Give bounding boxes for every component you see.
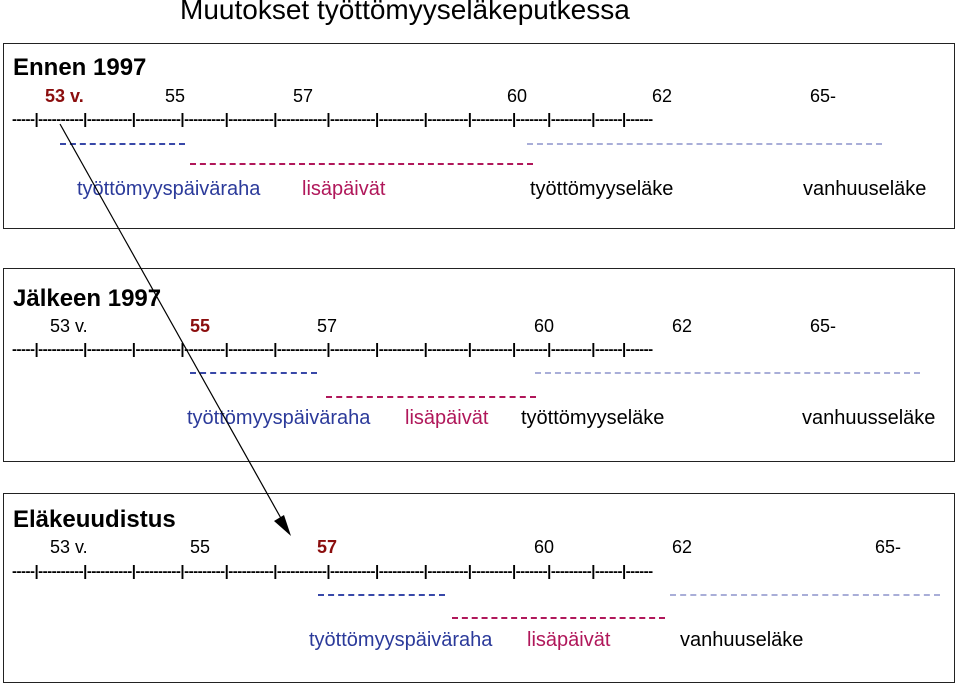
age-label-62: 62 xyxy=(672,316,693,336)
daily-allowance-bar xyxy=(318,594,445,596)
extra-days-bar xyxy=(190,163,533,165)
age-label-57: 57 xyxy=(317,316,338,336)
age-label-55: 55 xyxy=(190,537,211,557)
daily-allowance-bar xyxy=(60,143,185,145)
age-label-65: 65- xyxy=(810,86,837,106)
age-label-53: 53 v. xyxy=(50,316,88,336)
label-extra-days: lisäpäivät xyxy=(302,178,386,200)
age-label-55: 55 xyxy=(190,316,211,336)
pension-bar xyxy=(527,143,882,145)
age-ruler: -----|----------|----------|----------|-… xyxy=(12,111,653,128)
label-daily-allowance: työttömyyspäiväraha xyxy=(187,407,371,429)
page-title: Muutokset työttömyyseläkeputkessa xyxy=(180,0,630,25)
extra-days-bar xyxy=(452,617,665,619)
daily-allowance-bar xyxy=(190,372,317,374)
panel-heading: Jälkeen 1997 xyxy=(13,285,162,312)
age-label-65: 65- xyxy=(810,316,837,336)
age-label-57: 57 xyxy=(293,86,314,106)
panel-before-1997 xyxy=(3,43,955,229)
extra-days-bar xyxy=(326,396,536,398)
age-ruler: -----|----------|----------|----------|-… xyxy=(12,563,653,580)
age-label-55: 55 xyxy=(165,86,186,106)
label-extra-days: lisäpäivät xyxy=(405,407,489,429)
panel-heading: Eläkeuudistus xyxy=(13,506,176,533)
age-ruler: -----|----------|----------|----------|-… xyxy=(12,341,653,358)
age-label-53: 53 v. xyxy=(50,537,88,557)
label-extra-days: lisäpäivät xyxy=(527,629,611,651)
label-old-age-pension: vanhuuseläke xyxy=(680,629,804,651)
panel-pension-reform xyxy=(3,493,955,683)
age-label-60: 60 xyxy=(534,537,555,557)
panel-after-1997 xyxy=(3,268,955,462)
label-old-age-pension: vanhuuseläke xyxy=(803,178,927,200)
age-label-60: 60 xyxy=(534,316,555,336)
label-unemployment-pension: työttömyyseläke xyxy=(521,407,665,429)
pension-bar xyxy=(670,594,940,596)
label-unemployment-pension: työttömyyseläke xyxy=(530,178,674,200)
label-daily-allowance: työttömyyspäiväraha xyxy=(77,178,261,200)
panel-heading: Ennen 1997 xyxy=(13,54,147,81)
pension-bar xyxy=(535,372,920,374)
age-label-60: 60 xyxy=(507,86,528,106)
label-old-age-pension: vanhuusseläke xyxy=(802,407,936,429)
age-label-62: 62 xyxy=(672,537,693,557)
age-label-62: 62 xyxy=(652,86,673,106)
age-label-57: 57 xyxy=(317,537,338,557)
age-label-53: 53 v. xyxy=(45,86,84,106)
label-daily-allowance: työttömyyspäiväraha xyxy=(309,629,493,651)
age-label-65: 65- xyxy=(875,537,902,557)
